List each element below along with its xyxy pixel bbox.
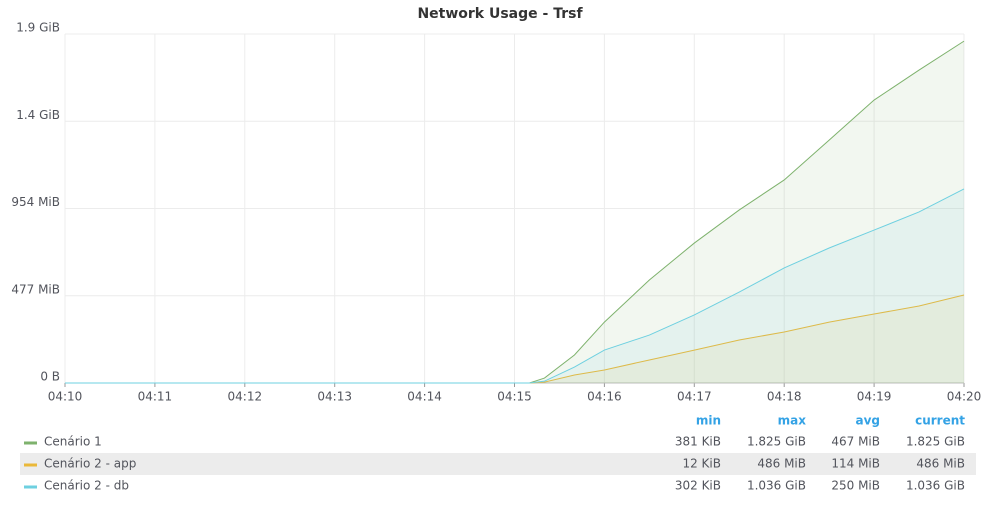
- x-tick-label: 04:10: [48, 390, 83, 404]
- x-tick-label: 04:14: [407, 390, 442, 404]
- legend-header: avg: [855, 414, 880, 428]
- legend-stat: 1.036 GiB: [747, 479, 806, 493]
- y-tick-label: 0 B: [40, 370, 60, 384]
- legend-stat: 467 MiB: [831, 435, 880, 449]
- legend-label: Cenário 2 - app: [44, 457, 136, 471]
- x-tick-label: 04:11: [138, 390, 173, 404]
- legend-row-bg: [20, 453, 976, 475]
- series-line: [65, 294, 965, 384]
- y-tick-label: 1.4 GiB: [16, 108, 60, 122]
- legend-stat: 1.825 GiB: [747, 435, 806, 449]
- series-line: [65, 188, 965, 384]
- y-tick-label: 954 MiB: [11, 195, 60, 209]
- x-tick-label: 04:20: [947, 390, 982, 404]
- x-tick-label: 04:15: [497, 390, 532, 404]
- y-tick-label: 477 MiB: [11, 282, 60, 296]
- y-tick-label: 1.9 GiB: [16, 21, 60, 35]
- x-tick-label: 04:12: [228, 390, 263, 404]
- legend-stat: 486 MiB: [757, 457, 806, 471]
- series-area: [65, 188, 964, 383]
- chart-title: Network Usage - Trsf: [417, 6, 583, 22]
- x-tick-label: 04:13: [317, 390, 352, 404]
- legend-stat: 302 KiB: [675, 479, 721, 493]
- legend-label: Cenário 2 - db: [44, 479, 129, 493]
- x-tick-label: 04:18: [767, 390, 802, 404]
- legend-stat: 1.825 GiB: [906, 435, 965, 449]
- legend-header: max: [778, 414, 807, 428]
- series-line: [65, 40, 965, 384]
- legend-stat: 1.036 GiB: [906, 479, 965, 493]
- legend-label: Cenário 1: [44, 435, 102, 449]
- legend-stat: 12 KiB: [682, 457, 721, 471]
- legend-stat: 114 MiB: [831, 457, 880, 471]
- legend-header: current: [915, 414, 965, 428]
- x-tick-label: 04:19: [857, 390, 892, 404]
- series-area: [65, 41, 964, 384]
- legend-header: min: [696, 414, 721, 428]
- legend-stat: 486 MiB: [916, 457, 965, 471]
- legend-stat: 250 MiB: [831, 479, 880, 493]
- series-area: [65, 295, 964, 383]
- x-tick-label: 04:16: [587, 390, 622, 404]
- x-tick-label: 04:17: [677, 390, 712, 404]
- legend-stat: 381 KiB: [675, 435, 721, 449]
